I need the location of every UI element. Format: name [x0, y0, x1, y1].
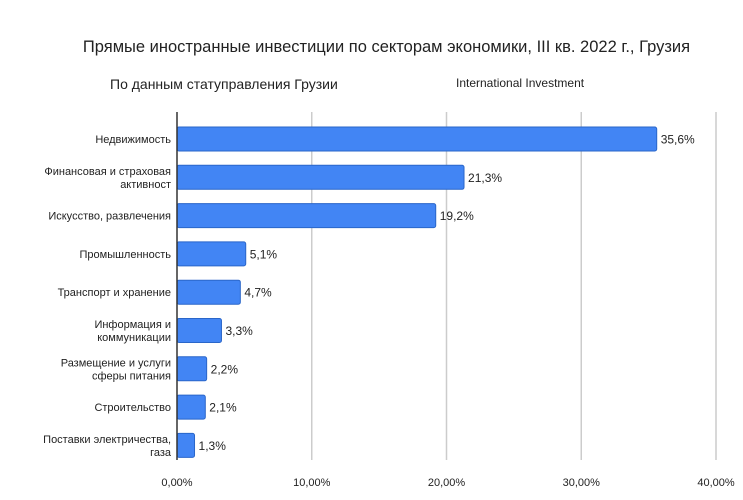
category-label: Транспорт и хранение	[58, 287, 171, 299]
bar	[176, 432, 196, 458]
category-label: Недвижимость	[95, 134, 171, 146]
bar	[176, 318, 222, 343]
category-label: Информация и коммуникации	[94, 319, 171, 344]
data-label: 19,2%	[440, 209, 474, 223]
data-label: 2,1%	[209, 401, 237, 415]
x-tick-label: 10,00%	[293, 477, 331, 489]
x-tick-label: 0,00%	[161, 477, 192, 489]
bar	[176, 356, 208, 382]
category-label: Промышленность	[79, 249, 171, 261]
bar	[176, 164, 465, 190]
category-label: Размещение и услуги сферы питания	[61, 357, 171, 382]
chart-title: Прямые иностранные инвестиции по сектора…	[82, 38, 691, 56]
data-label: 4,7%	[244, 286, 272, 300]
bar	[176, 203, 437, 229]
data-label: 21,3%	[468, 171, 502, 185]
bar	[176, 279, 241, 305]
data-label: 5,1%	[250, 247, 278, 261]
bar	[176, 241, 247, 267]
category-label: Искусство, развлечения	[48, 211, 171, 223]
x-tick-label: 20,00%	[428, 477, 466, 489]
category-label: Финансовая и страховая активност	[44, 166, 171, 191]
category-label: Строительство	[94, 402, 171, 414]
category-label: Поставки электричества, газа	[43, 434, 172, 459]
data-label: 35,6%	[661, 133, 695, 147]
chart-subtitle: По данным статуправления Грузии	[110, 76, 338, 92]
data-label: 2,2%	[211, 362, 239, 376]
data-label: 3,3%	[225, 324, 253, 338]
x-tick-label: 30,00%	[563, 477, 601, 489]
data-label: 1,3%	[199, 439, 227, 453]
bar	[176, 394, 206, 420]
bar	[176, 126, 658, 152]
x-tick-label: 40,00%	[697, 477, 735, 489]
source-note: International Investment	[456, 76, 585, 90]
